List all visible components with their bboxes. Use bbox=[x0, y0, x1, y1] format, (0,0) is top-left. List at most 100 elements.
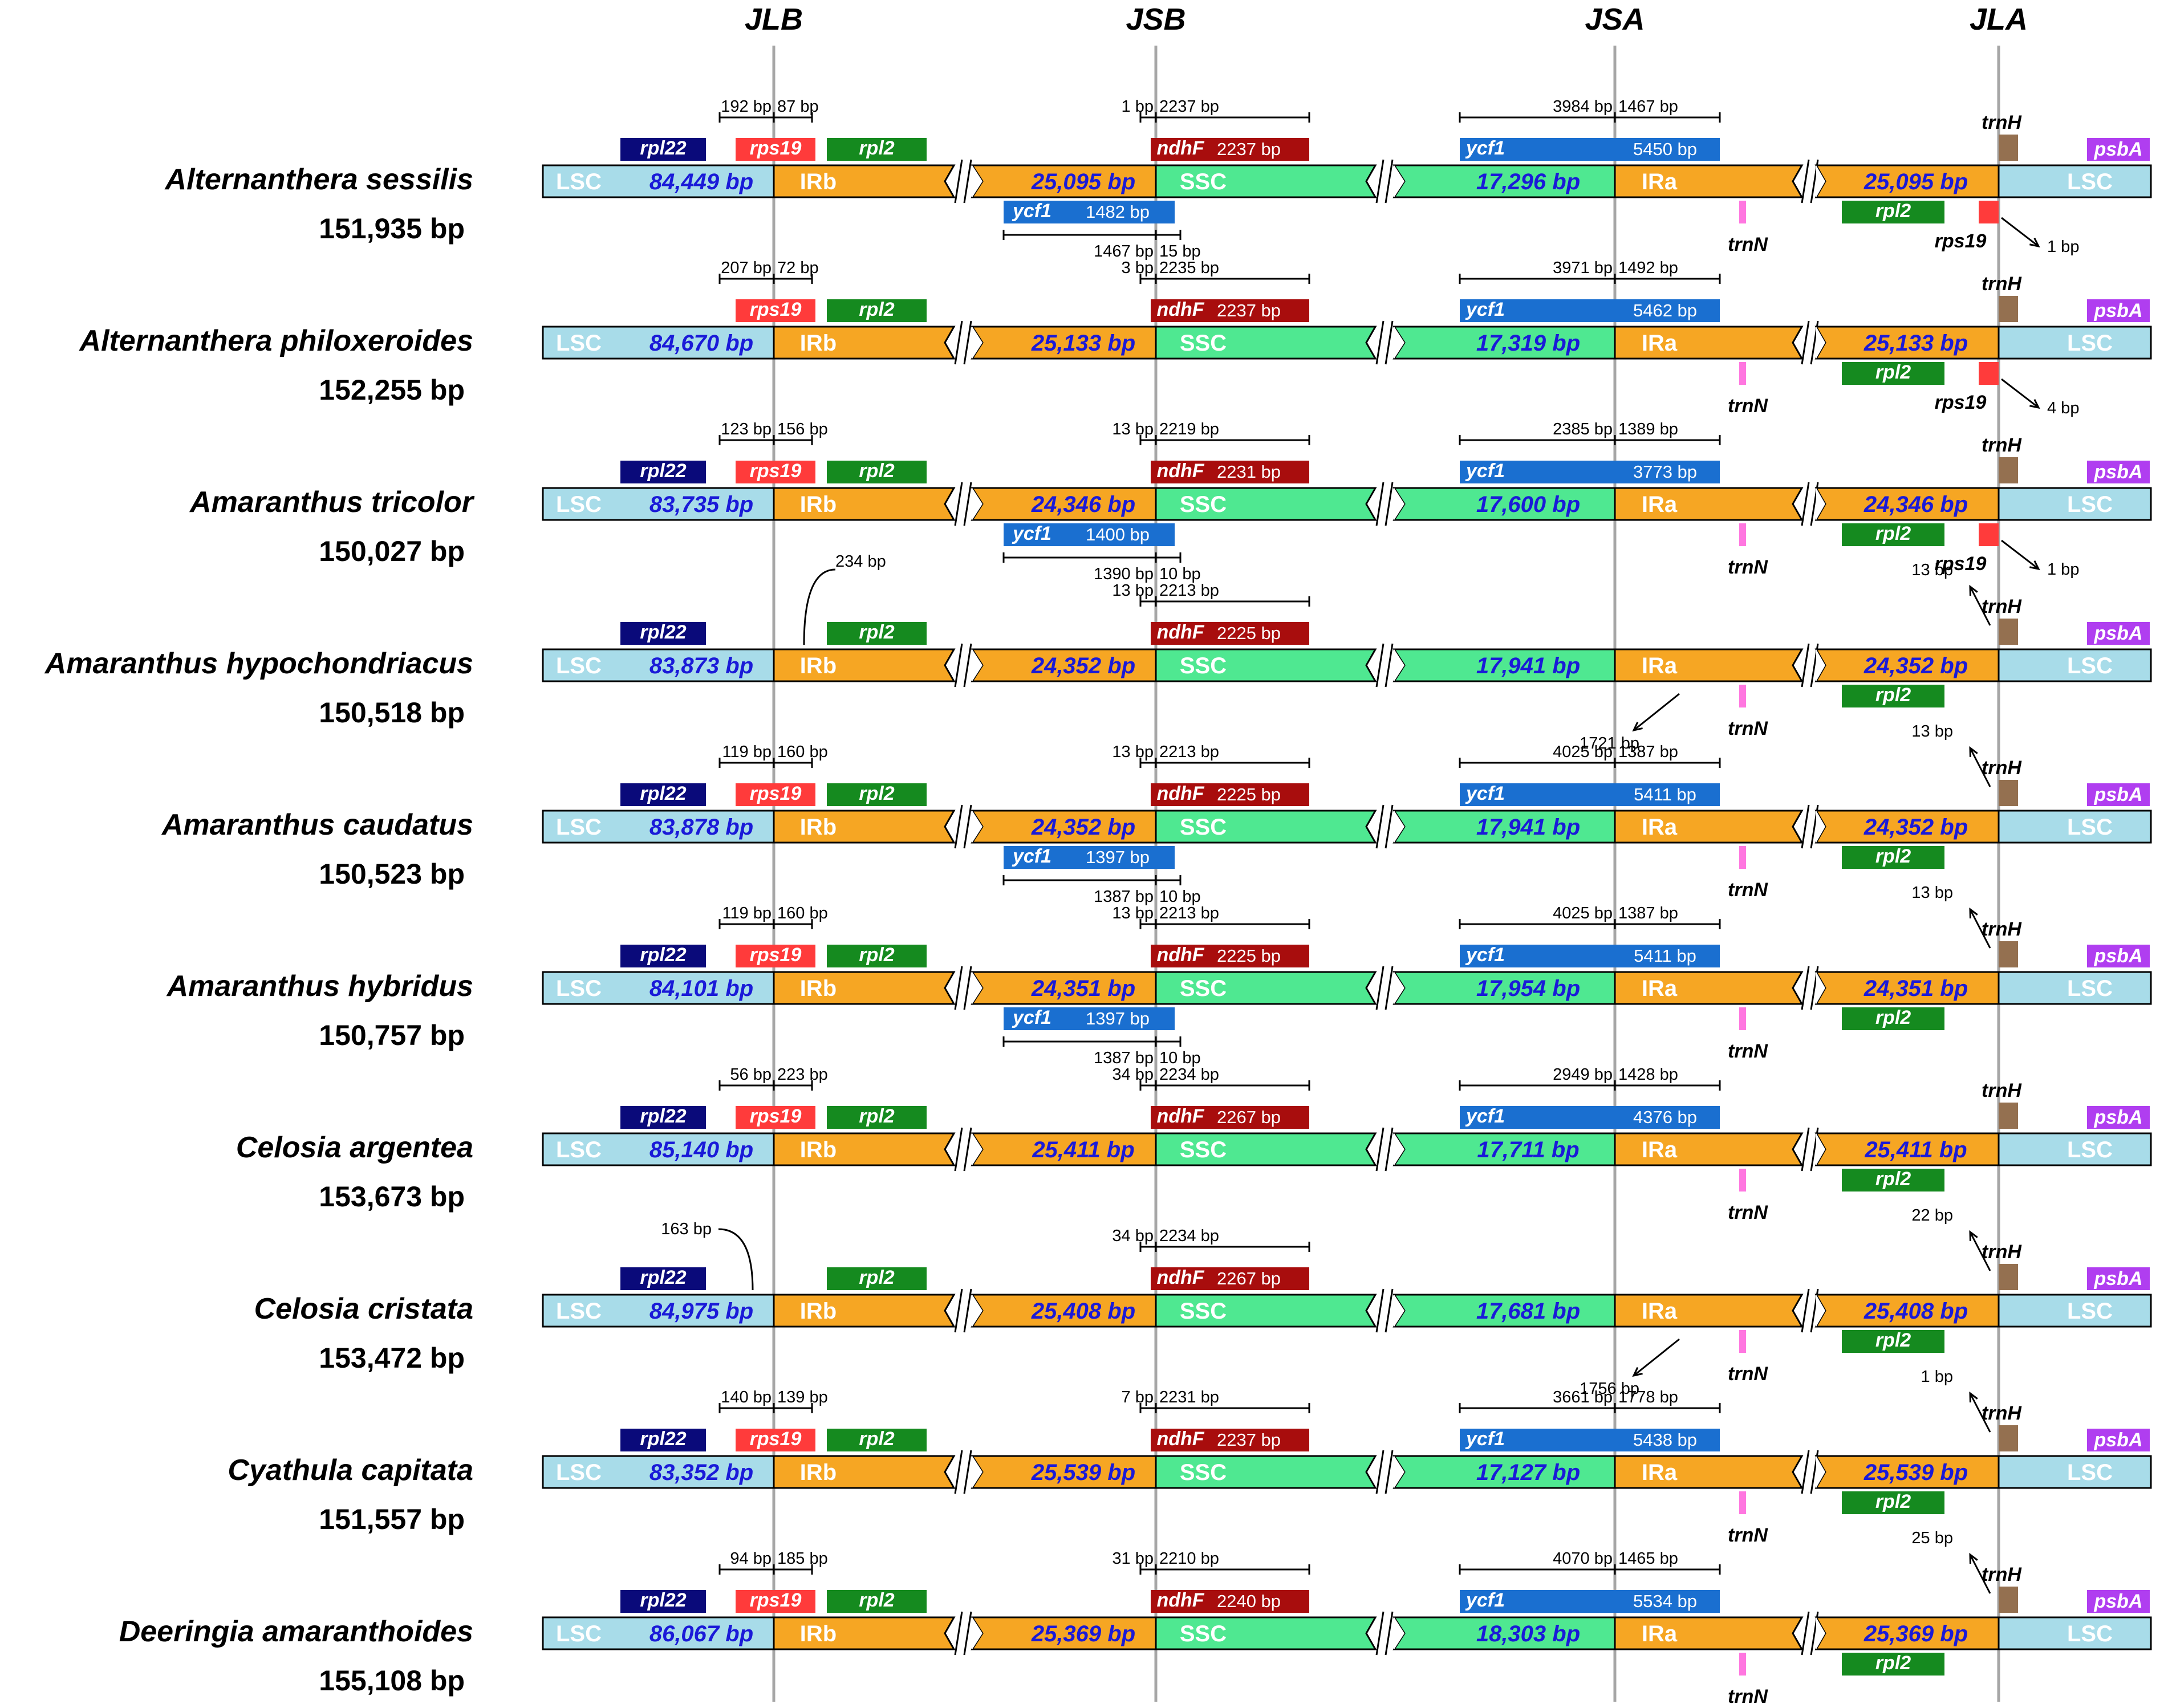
jsa-note-text: 1756 bp bbox=[1580, 1380, 1639, 1398]
trnN-box bbox=[1739, 1007, 1746, 1030]
rpl2-bottom-box bbox=[1842, 685, 1944, 707]
lsc-right-label: LSC bbox=[2067, 653, 2113, 678]
irb-label: IRb bbox=[800, 492, 837, 517]
junction-label-jla: JLA bbox=[1970, 2, 2028, 36]
lsc-length: 83,878 bp bbox=[649, 815, 753, 840]
genome-length: 152,255 bp bbox=[319, 374, 465, 406]
ycf1-label: ycf1 bbox=[1465, 299, 1505, 320]
ira-label: IRa bbox=[1642, 1621, 1678, 1646]
rps19-label: rps19 bbox=[750, 1589, 802, 1611]
break-ira-a bbox=[1801, 1450, 1810, 1494]
break-ssc-b bbox=[1385, 159, 1394, 204]
ssc-label: SSC bbox=[1180, 1137, 1227, 1162]
ycf1-box bbox=[1460, 1429, 1720, 1451]
rpl2-box bbox=[827, 138, 927, 161]
rps19-arrow-head bbox=[2029, 560, 2040, 571]
irb-segment bbox=[773, 1616, 956, 1650]
irb-label: IRb bbox=[800, 331, 837, 356]
jsb-bottom-bracket-right-text: 15 bp bbox=[1159, 242, 1201, 261]
rpl22-label: rpl22 bbox=[640, 137, 686, 159]
ssc-label: SSC bbox=[1180, 331, 1227, 356]
irb-continued-segment bbox=[971, 1616, 1157, 1650]
ndhF-length: 2240 bp bbox=[1217, 1591, 1281, 1611]
ssc-label: SSC bbox=[1180, 492, 1227, 517]
rpl2-bottom-label: rpl2 bbox=[1875, 845, 1911, 867]
jsb-bottom-bracket-right-text: 10 bp bbox=[1159, 888, 1201, 906]
ira-segment bbox=[1614, 971, 1804, 1005]
genome-length: 150,523 bp bbox=[319, 858, 465, 890]
species-row: Cyathula capitata 151,557 bp LSC 83,352 bp I… bbox=[228, 1368, 2152, 1546]
psbA-label: psbA bbox=[2094, 1429, 2143, 1451]
ira-length: 25,369 bp bbox=[1863, 1621, 1968, 1646]
break-ira-a bbox=[1801, 320, 1810, 365]
jsa-bracket-right-text: 1778 bp bbox=[1618, 1388, 1678, 1406]
jsb-bracket-left-text: 1 bp bbox=[1122, 97, 1154, 116]
ndhF-label: ndhF bbox=[1156, 137, 1204, 159]
lsc-length: 84,101 bp bbox=[649, 976, 753, 1001]
jsa-bracket-left-text: 3661 bp bbox=[1553, 1388, 1613, 1406]
rpl2-bottom-box bbox=[1842, 846, 1944, 869]
ycf1-bottom-box bbox=[1004, 523, 1175, 546]
lsc-left-label: LSC bbox=[556, 492, 602, 517]
ira-length: 25,539 bp bbox=[1863, 1460, 1968, 1485]
ira-notch bbox=[1816, 1456, 1825, 1488]
lsc-left-segment bbox=[542, 164, 775, 198]
rpl22-label: rpl22 bbox=[640, 621, 686, 643]
species-name: Celosia cristata bbox=[254, 1292, 473, 1325]
break-irb-b bbox=[963, 482, 972, 526]
lsc-left-label: LSC bbox=[556, 1299, 602, 1324]
irb-label: IRb bbox=[800, 1460, 837, 1485]
ira-segment bbox=[1614, 164, 1804, 198]
ndhF-box bbox=[1151, 1267, 1309, 1290]
ssc-length: 17,600 bp bbox=[1476, 492, 1580, 517]
trnH-note-text: 1 bp bbox=[1921, 1368, 1953, 1386]
jsb-bracket-left-text: 13 bp bbox=[1112, 904, 1154, 922]
psbA-box bbox=[2087, 1429, 2150, 1451]
break-ssc-a bbox=[1375, 966, 1385, 1010]
jsb-bracket-right-text: 2213 bp bbox=[1159, 904, 1219, 922]
jlb-note-text: 163 bp bbox=[661, 1220, 712, 1238]
jsa-arrow-shaft bbox=[1633, 693, 1680, 731]
break-ssc-a bbox=[1375, 320, 1385, 365]
jsa-bracket-right-text: 1389 bp bbox=[1618, 420, 1678, 438]
break-ssc-a bbox=[1375, 159, 1385, 204]
psbA-label: psbA bbox=[2094, 945, 2143, 967]
ssc-length: 17,127 bp bbox=[1476, 1460, 1580, 1485]
ndhF-length: 2225 bp bbox=[1217, 946, 1281, 966]
jsa-bracket-left-text: 2385 bp bbox=[1553, 420, 1613, 438]
lsc-length: 84,670 bp bbox=[649, 331, 753, 356]
species-row: Celosia argentea 153,673 bp LSC 85,140 bp IR… bbox=[236, 1066, 2152, 1223]
ndhF-label: ndhF bbox=[1156, 944, 1204, 966]
irb-label: IRb bbox=[800, 1137, 837, 1162]
jsa-bracket-left-text: 2949 bp bbox=[1553, 1066, 1613, 1084]
irb-segment bbox=[773, 1294, 956, 1328]
rps19-arrow-shaft bbox=[2001, 539, 2039, 570]
lsc-right-segment bbox=[1998, 164, 2152, 198]
psbA-box bbox=[2087, 299, 2150, 322]
trnH-box bbox=[1999, 941, 2018, 967]
lsc-left-label: LSC bbox=[556, 653, 602, 678]
ssc-label: SSC bbox=[1180, 169, 1227, 194]
ndhF-label: ndhF bbox=[1156, 1428, 1204, 1450]
jsb-bracket-right-text: 2234 bp bbox=[1159, 1066, 1219, 1084]
trnH-arrow-head bbox=[1969, 1230, 1978, 1242]
rpl2-label: rpl2 bbox=[859, 1105, 894, 1127]
ira-notch bbox=[1816, 1295, 1825, 1327]
ssc-label: SSC bbox=[1180, 815, 1227, 840]
jlb-bracket-left-text: 140 bp bbox=[721, 1388, 772, 1406]
psbA-label: psbA bbox=[2094, 1268, 2143, 1290]
jsa-bracket-right-text: 1492 bp bbox=[1618, 259, 1678, 277]
species-name: Amaranthus hypochondriacus bbox=[44, 647, 473, 680]
ycf1-length: 5450 bp bbox=[1633, 139, 1697, 159]
rps19-bottom-label: rps19 bbox=[1935, 553, 1987, 575]
trnN-label: trnN bbox=[1728, 395, 1768, 417]
ndhF-label: ndhF bbox=[1156, 621, 1204, 643]
ndhF-label: ndhF bbox=[1156, 1267, 1204, 1288]
ycf1-label: ycf1 bbox=[1465, 137, 1505, 159]
break-ssc-a bbox=[1375, 643, 1385, 688]
trnH-arrow-head bbox=[1969, 584, 1978, 596]
rpl2-box bbox=[827, 1429, 927, 1451]
ssc-continued-segment bbox=[1392, 1455, 1616, 1489]
trnH-arrow-shaft bbox=[1969, 1231, 1991, 1271]
species-name: Celosia argentea bbox=[236, 1131, 473, 1164]
